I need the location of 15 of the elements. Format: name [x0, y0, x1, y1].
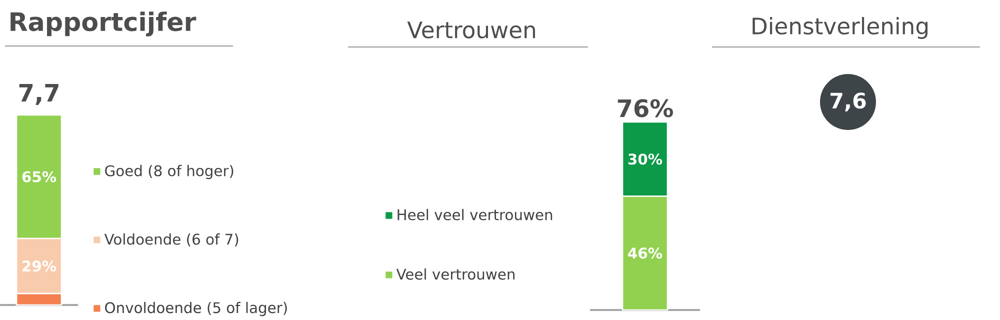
- chart-title: Rapportcijfer: [10, 12, 196, 36]
- data-label: 30%: [628, 154, 662, 165]
- chart-title: Vertrouwen: [407, 22, 535, 38]
- legend-label: Voldoende (6 of 7): [104, 233, 238, 246]
- legend-label: Goed (8 of hoger): [105, 164, 234, 180]
- total-label: 76%: [618, 99, 673, 118]
- legend-label: Heel veel vertrouwen: [398, 208, 552, 220]
- data-label: 46%: [628, 248, 662, 259]
- data-label: 65%: [22, 171, 56, 182]
- legend-label: Onvoldoende (5 of lager): [105, 302, 287, 316]
- text: 7,7: [19, 84, 58, 105]
- text: Dienstverlening: [752, 17, 928, 39]
- legend-label: Veel vertrouwen: [396, 268, 514, 280]
- text: 7,6: [830, 92, 866, 112]
- data-label: 29%: [22, 260, 56, 272]
